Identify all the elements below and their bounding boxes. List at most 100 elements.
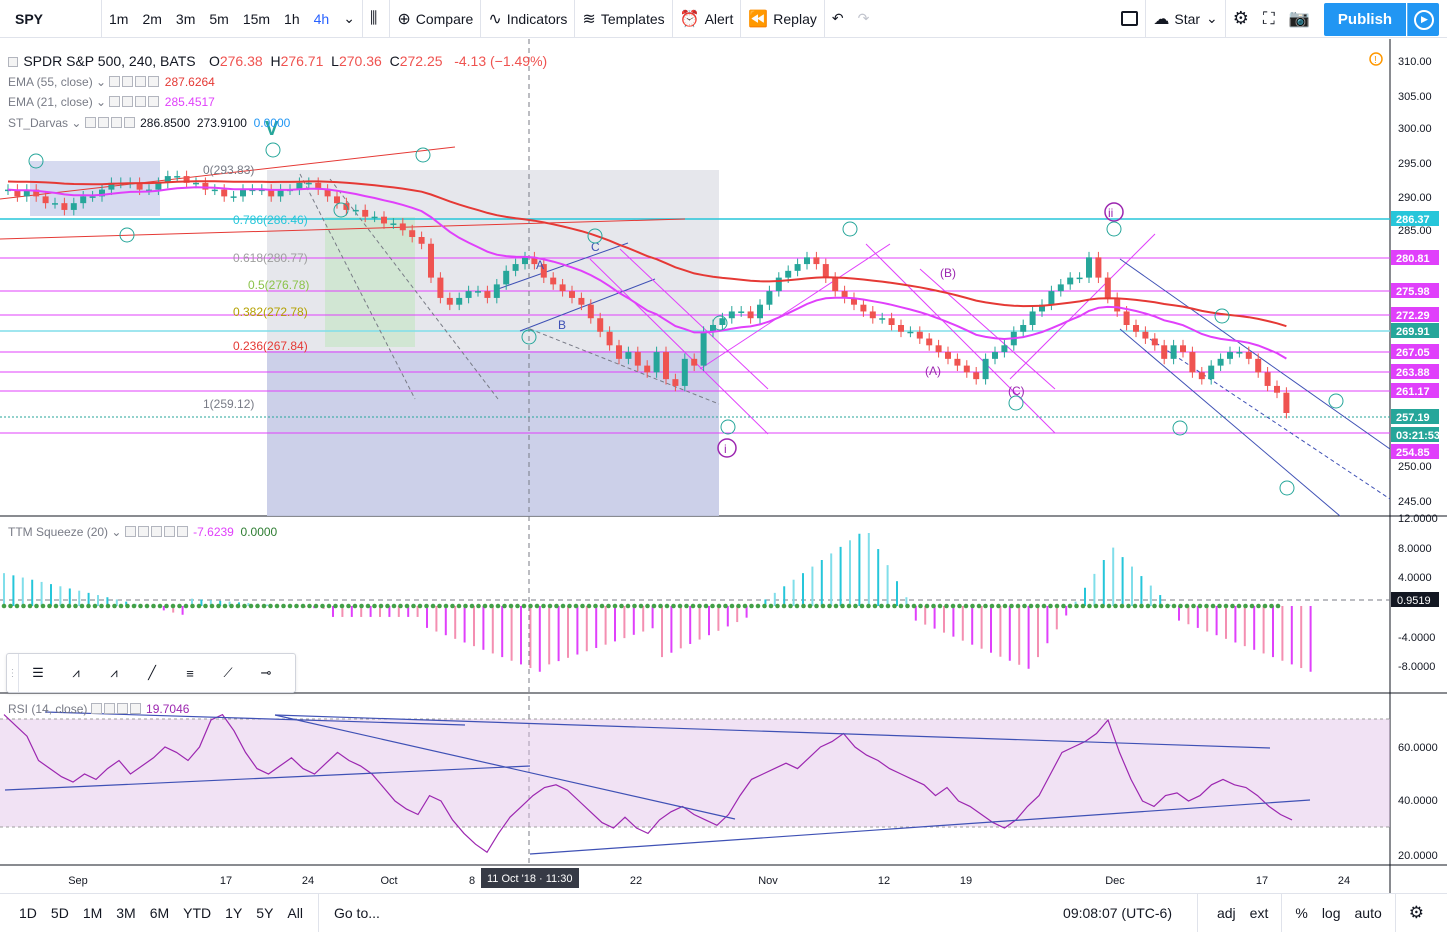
fib-tool[interactable]: ≡ — [171, 654, 209, 692]
candle-body — [1151, 338, 1158, 346]
trendline-tool[interactable]: ╱ — [133, 654, 171, 692]
candle-body — [136, 182, 143, 190]
replay-button[interactable]: ⏪ Replay — [741, 0, 824, 38]
clock[interactable]: 09:08:07 (UTC-6) — [1063, 904, 1172, 921]
candle-body — [1236, 352, 1243, 354]
symbol-search[interactable]: SPY — [0, 0, 102, 38]
alert-button[interactable]: ⏰ Alert — [673, 0, 741, 38]
fullscreen-button[interactable]: ⛶ — [1256, 0, 1282, 38]
templates-button[interactable]: ≋ Templates — [575, 0, 671, 38]
darvas-legend[interactable]: ST_Darvas ⌄ 286.8500 273.9100 0.0000 — [8, 116, 291, 130]
layout-button[interactable] — [1114, 0, 1145, 38]
settings-button[interactable]: ⚙ — [1226, 0, 1256, 38]
squeeze-dot — [963, 603, 969, 609]
candle-body — [1227, 352, 1233, 359]
interval-1h[interactable]: 1h — [284, 10, 300, 27]
range-5d[interactable]: 5D — [50, 904, 69, 921]
squeeze-dot — [378, 603, 384, 609]
path-tool[interactable]: ⟋ — [209, 654, 247, 692]
chart-settings-button[interactable]: ⚙ — [1402, 903, 1431, 923]
change-value: -4.13 (−1.49%) — [454, 53, 548, 69]
collapse-icon[interactable] — [8, 57, 18, 67]
rsi-value: 19.7046 — [146, 702, 190, 716]
horizontal-ray-tool[interactable]: ⊸ — [247, 654, 285, 692]
interval-3m[interactable]: 3m — [175, 10, 196, 27]
squeeze-dot — [190, 603, 195, 609]
interval-15m[interactable]: 15m — [242, 10, 271, 27]
interval-1m[interactable]: 1m — [109, 10, 129, 27]
candle-body — [315, 182, 322, 190]
price-tag-label: 03:21:53 — [1396, 430, 1440, 442]
range-1y[interactable]: 1Y — [225, 904, 243, 921]
squeeze-dot — [612, 603, 618, 609]
squeeze-dot — [924, 603, 930, 609]
candle-body — [634, 352, 641, 366]
price-tag-label: 263.88 — [1396, 367, 1430, 379]
range-all[interactable]: All — [287, 904, 303, 921]
wave-label: B — [558, 318, 566, 332]
elliott-impulse-tool[interactable]: ☰ — [19, 654, 57, 692]
drag-handle[interactable]: ⋮ — [7, 654, 19, 692]
star-label: Star — [1174, 10, 1201, 27]
elliott-abc-tool[interactable]: ⩘ — [95, 654, 133, 692]
bar-style-button[interactable]: ⫼ — [363, 0, 389, 38]
candle-body — [258, 189, 265, 192]
ema21-legend[interactable]: EMA (21, close) ⌄ 285.4517 — [8, 95, 215, 109]
publish-button[interactable]: Publish — [1324, 3, 1406, 36]
range-6m[interactable]: 6M — [149, 904, 170, 921]
range-1m[interactable]: 1M — [82, 904, 103, 921]
snapshot-button[interactable]: 📷 — [1282, 0, 1317, 38]
log-toggle[interactable]: log — [1321, 904, 1341, 921]
redo-button[interactable]: ↷ — [851, 0, 877, 38]
undo-button[interactable]: ↶ — [825, 0, 851, 38]
squeeze-dot — [820, 603, 826, 609]
adj-toggle[interactable]: adj — [1216, 904, 1236, 921]
price-tag — [1391, 250, 1439, 265]
templates-label: Templates — [600, 10, 665, 27]
range-5y[interactable]: 5Y — [256, 904, 274, 921]
elliott-wave-tool[interactable]: ⩘ — [57, 654, 95, 692]
squeeze-dot — [1041, 603, 1047, 609]
candle-body — [1264, 372, 1271, 386]
range-3m[interactable]: 3M — [116, 904, 136, 921]
ema55-legend[interactable]: EMA (55, close) ⌄ 287.6264 — [8, 75, 215, 89]
squeeze-dot — [1074, 603, 1079, 609]
interval-2m[interactable]: 2m — [142, 10, 162, 27]
range-ytd[interactable]: YTD — [183, 904, 212, 921]
price-tag — [1391, 364, 1439, 379]
candle-body — [1039, 304, 1045, 312]
ttm-legend[interactable]: TTM Squeeze (20) ⌄ -7.6239 0.0000 — [8, 525, 278, 539]
percent-toggle[interactable]: % — [1295, 904, 1308, 921]
candle-body — [926, 338, 933, 346]
indicators-button[interactable]: ∿ Indicators — [481, 0, 574, 38]
candle-body — [578, 297, 585, 305]
ext-toggle[interactable]: ext — [1249, 904, 1269, 921]
squeeze-dot — [983, 603, 988, 609]
chart-canvas[interactable]: 0(293.83) 0.786(286.46) 0.618(280.77) 0.… — [0, 39, 1447, 893]
compare-button[interactable]: ⊕ Compare — [390, 0, 480, 38]
star-button[interactable]: ☁ Star ⌄ — [1146, 0, 1224, 38]
squeeze-dot — [508, 603, 514, 609]
squeeze-dot — [307, 603, 312, 609]
range-1d[interactable]: 1D — [19, 904, 37, 921]
candle-body — [512, 264, 519, 271]
rsi-legend[interactable]: RSI (14, close) 19.7046 — [8, 702, 189, 716]
publish-label: Publish — [1337, 11, 1393, 28]
symbol-title: SPDR S&P 500, 240, BATS — [23, 53, 196, 69]
publish-play-button[interactable]: ▶ — [1407, 3, 1439, 36]
candle-body — [33, 189, 40, 197]
interval-5m[interactable]: 5m — [209, 10, 229, 27]
candle-body — [700, 331, 707, 366]
candle-body — [738, 311, 745, 313]
interval-dropdown[interactable]: ⌄ — [336, 0, 362, 38]
crosshair-time-label: 11 Oct '18 · 11:30 — [487, 873, 572, 885]
chart-area[interactable]: 0(293.83) 0.786(286.46) 0.618(280.77) 0.… — [0, 39, 1447, 893]
goto-button[interactable]: Go to... — [333, 904, 380, 921]
squeeze-dot — [131, 603, 137, 609]
squeeze-dot — [417, 603, 423, 609]
interval-4h[interactable]: 4h — [313, 10, 330, 27]
candle-body — [860, 304, 867, 312]
rsi-tick: 60.0000 — [1398, 742, 1438, 754]
squeeze-dot — [606, 603, 611, 609]
auto-toggle[interactable]: auto — [1354, 904, 1382, 921]
